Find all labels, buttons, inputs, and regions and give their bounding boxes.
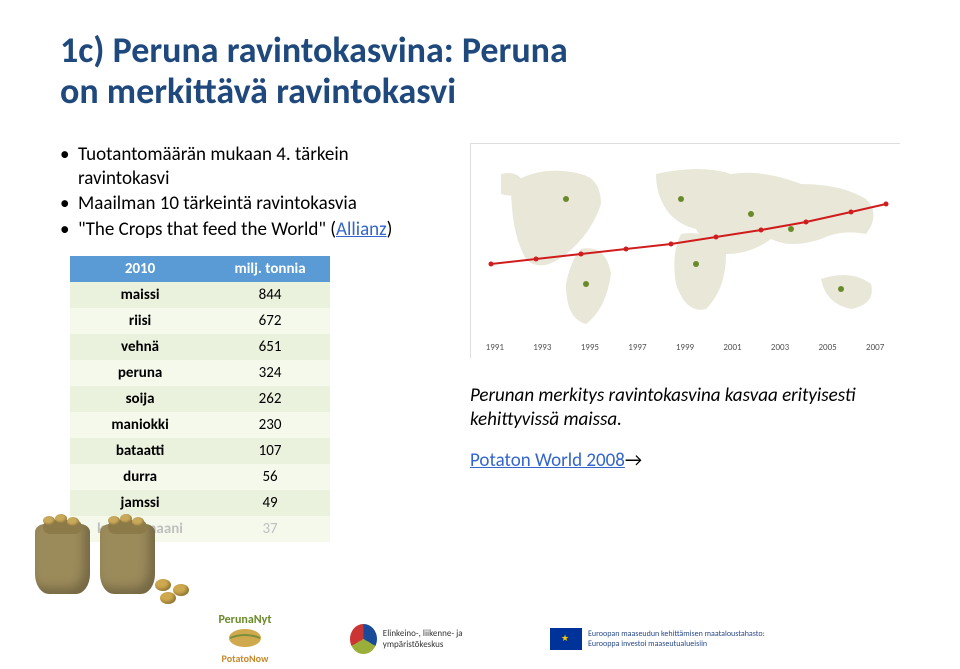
crop-table: 2010 milj. tonnia maissi844 riisi672 veh… [70, 256, 330, 542]
allianz-link[interactable]: Allianz [336, 218, 387, 241]
world-map-svg [471, 144, 901, 359]
bullet-3a: "The Crops that feed the World" ( [78, 218, 336, 241]
ely-swirl-icon [350, 624, 377, 654]
table-row: vehnä651 [70, 334, 330, 360]
left-column: Tuotantomäärän mukaan 4. tärkein ravinto… [60, 143, 430, 542]
eu-text-2: Eurooppa investoi maaseutualueisiin [588, 639, 765, 649]
bullet-1: Tuotantomäärän mukaan 4. tärkein ravinto… [60, 143, 430, 191]
year-tick: 1999 [676, 342, 694, 353]
table-row: soija262 [70, 386, 330, 412]
table-row: bataatti107 [70, 438, 330, 464]
ely-logo: Elinkeino-, liikenne- ja ympäristökeskus [350, 624, 510, 654]
th-unit: milj. tonnia [210, 256, 330, 282]
table-row: jamssi49 [70, 490, 330, 516]
year-tick: 1993 [533, 342, 551, 353]
table-row: maissi844 [70, 282, 330, 308]
ely-text: Elinkeino-, liikenne- ja ympäristökeskus [383, 628, 510, 650]
eu-logo: Euroopan maaseudun kehittämisen maatalou… [550, 628, 780, 650]
crop-tbody: maissi844 riisi672 vehnä651 peruna324 so… [70, 282, 330, 542]
year-tick: 2003 [771, 342, 789, 353]
year-tick: 1991 [486, 342, 504, 353]
eu-flag-icon [550, 628, 582, 650]
bullet-3: "The Crops that feed the World" (Allianz… [60, 218, 430, 242]
eu-text: Euroopan maaseudun kehittämisen maatalou… [588, 629, 765, 649]
th-year: 2010 [70, 256, 210, 282]
title-line2: on merkittävä ravintokasvi [60, 69, 456, 113]
potaton-world-link-wrap: Potaton World 2008→ [470, 449, 642, 472]
eu-text-1: Euroopan maaseudun kehittämisen maatalou… [588, 629, 765, 639]
potato-icon [173, 584, 189, 596]
potato-sacks-illustration [35, 524, 155, 594]
bullet-list: Tuotantomäärän mukaan 4. tärkein ravinto… [60, 143, 430, 242]
map-year-axis: 1991 1993 1995 1997 1999 2001 2003 2005 … [471, 342, 899, 353]
title-line1: 1c) Peruna ravintokasvina: Peruna [60, 28, 568, 72]
right-column: 1991 1993 1995 1997 1999 2001 2003 2005 … [470, 143, 900, 542]
sack-icon [100, 524, 155, 594]
table-row: peruna324 [70, 360, 330, 386]
year-tick: 1995 [581, 342, 599, 353]
potato-logo-icon [225, 627, 265, 649]
world-map: 1991 1993 1995 1997 1999 2001 2003 2005 … [470, 143, 900, 358]
potatonow-en: PotatoNow [222, 652, 269, 665]
sack-icon [35, 524, 90, 594]
content-row: Tuotantomäärän mukaan 4. tärkein ravinto… [60, 143, 900, 542]
map-caption: Perunan merkitys ravintokasvina kasvaa e… [470, 384, 900, 432]
potatonow-fi: PerunaNyt [180, 613, 310, 627]
table-row: maniokki230 [70, 412, 330, 438]
potatonow-logo: PerunaNyt PotatoNow [180, 613, 310, 665]
table-row: riisi672 [70, 308, 330, 334]
year-tick: 1997 [628, 342, 646, 353]
arrow-icon: → [625, 449, 642, 472]
footer-logos: PerunaNyt PotatoNow Elinkeino-, liikenne… [0, 609, 960, 669]
bullet-3b: ) [387, 218, 393, 241]
table-row: durra56 [70, 464, 330, 490]
potato-icon [160, 592, 176, 604]
bullet-2: Maailman 10 tärkeintä ravintokasvia [60, 192, 430, 216]
slide-title: 1c) Peruna ravintokasvina: Peruna on mer… [60, 30, 900, 113]
year-tick: 2001 [723, 342, 741, 353]
potaton-world-link[interactable]: Potaton World 2008 [470, 449, 625, 472]
year-tick: 2007 [866, 342, 884, 353]
year-tick: 2005 [818, 342, 836, 353]
potato-icon [155, 579, 171, 591]
